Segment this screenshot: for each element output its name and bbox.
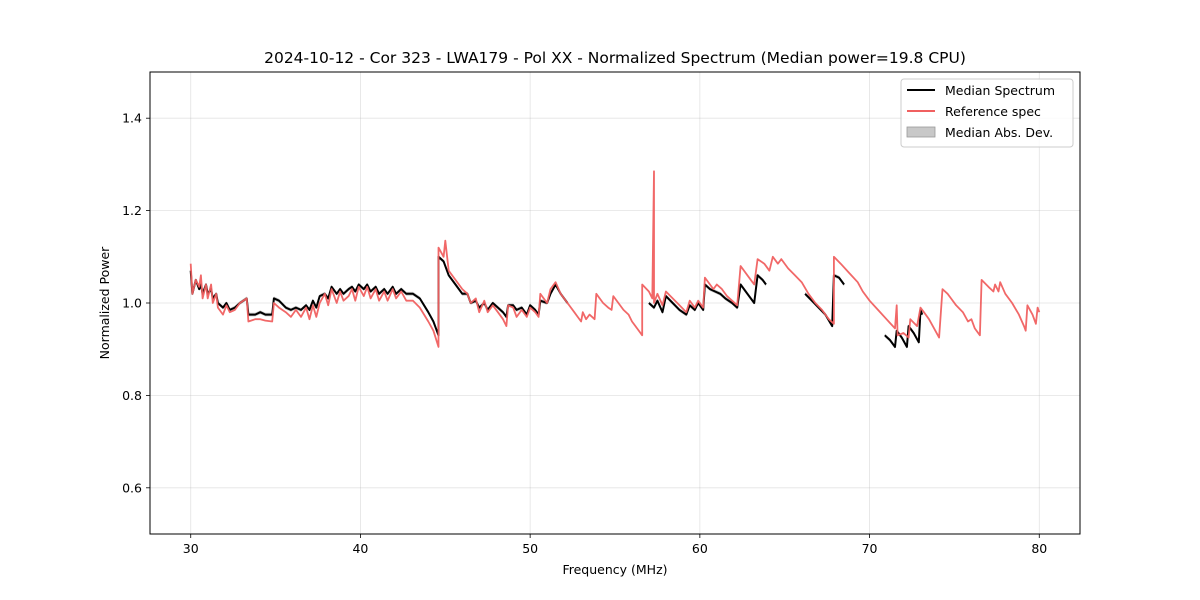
y-tick-label: 1.0: [122, 296, 142, 311]
y-axis-label: Normalized Power: [97, 246, 112, 360]
reference-spec-line: [189, 170, 1041, 348]
median-spectrum-line: [804, 274, 845, 328]
legend-box: [900, 78, 1074, 148]
x-tick-label: 40: [352, 541, 368, 556]
y-tick-label: 0.6: [122, 480, 142, 495]
median-spectrum-line: [884, 308, 924, 348]
grid-lines: [150, 72, 1080, 534]
y-tick-label: 1.2: [122, 203, 142, 218]
legend: Median Spectrum Reference spec Median Ab…: [900, 78, 1074, 148]
y-tick-label: 1.4: [122, 111, 142, 126]
x-tick-label: 70: [862, 541, 878, 556]
mad-band: [190, 255, 568, 338]
legend-label-reference-spec: Reference spec: [945, 104, 1041, 119]
x-tick-label: 80: [1031, 541, 1047, 556]
x-tick-label: 60: [692, 541, 708, 556]
y-tick-label: 0.8: [122, 388, 142, 403]
chart-title: 2024-10-12 - Cor 323 - LWA179 - Pol XX -…: [264, 49, 966, 67]
x-tick-label: 30: [183, 541, 199, 556]
legend-label-median-spectrum: Median Spectrum: [945, 83, 1055, 98]
legend-swatch-median-abs-dev: [906, 126, 936, 138]
axis-ticks: 30 40 50 60 70 80 0.6 0.8 1.0 1.2 1.4: [122, 111, 1047, 556]
x-tick-label: 50: [522, 541, 538, 556]
median-spectrum-line: [189, 255, 569, 337]
legend-label-median-abs-dev: Median Abs. Dev.: [945, 125, 1053, 140]
x-axis-label: Frequency (MHz): [562, 562, 667, 577]
